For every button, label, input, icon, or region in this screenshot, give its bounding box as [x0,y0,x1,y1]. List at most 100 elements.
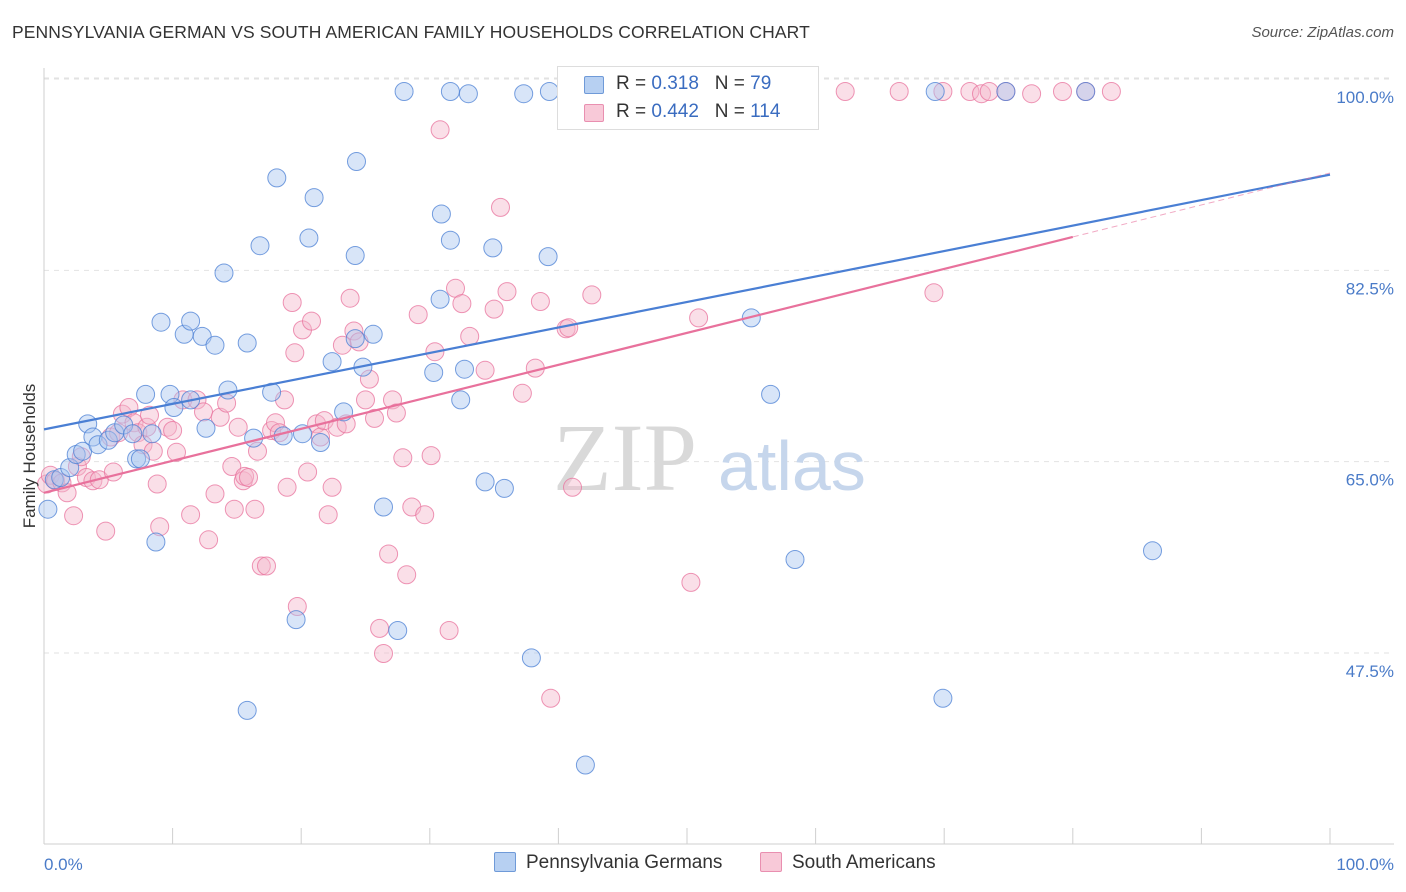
data-point-pennsylvania-germans [785,550,805,569]
data-point-south-americans [311,427,330,447]
data-point-pennsylvania-germans [311,433,330,452]
data-point-pennsylvania-germans [304,188,324,208]
x-tick-label-min: 0.0% [44,855,83,874]
y-tick-label: 47.5% [1346,662,1394,681]
data-point-pennsylvania-germans [123,424,143,444]
data-point-south-americans [421,446,441,466]
data-point-south-americans [103,462,123,482]
data-point-pennsylvania-germans [345,329,365,349]
data-point-south-americans [224,499,244,519]
data-point-pennsylvania-germans [88,435,108,455]
data-point-south-americans [370,618,390,638]
trend-lines [43,172,1331,494]
data-point-south-americans [251,556,271,576]
data-point-south-americans [1022,84,1042,104]
data-point-south-americans [356,390,375,410]
data-point-south-americans [475,360,495,380]
bottom-legend-swatch-pink [760,852,782,872]
source-label: Source: ZipAtlas.com [1251,24,1394,41]
watermark-atlas: atlas [718,427,866,505]
data-point-south-americans [298,462,318,482]
data-point-pennsylvania-germans [514,84,534,104]
trend-line-south-americans-extension [1072,172,1331,238]
y-tick-label: 100.0% [1336,88,1394,107]
legend-r-label: R = [616,101,652,122]
data-point-pennsylvania-germans [218,380,238,400]
data-point-pennsylvania-germans [521,648,541,668]
data-point-pennsylvania-germans [130,449,150,469]
data-point-pennsylvania-germans [575,755,595,775]
watermark-zip: ZIP [553,404,697,511]
data-point-pennsylvania-germans [196,418,216,438]
legend-n-label: N = [714,73,751,94]
data-point-south-americans [64,506,84,526]
data-point-pennsylvania-germans [347,152,366,171]
data-point-south-americans [379,544,399,564]
bottom-legend-label-blue: Pennsylvania Germans [526,852,723,873]
data-point-pennsylvania-germans [761,384,781,404]
data-point-pennsylvania-germans [151,312,171,332]
legend-stats-blue: R = 0.318 N = 79 [616,73,771,95]
data-point-south-americans [386,403,406,423]
data-point-south-americans [150,517,170,537]
data-point-pennsylvania-germans [363,324,383,344]
data-point-pennsylvania-germans [430,289,450,309]
data-point-pennsylvania-germans [345,246,365,265]
data-point-south-americans [541,688,561,708]
trend-line-pennsylvania-germans [43,173,1331,431]
data-point-pennsylvania-germans [286,610,306,630]
y-axis-label: Family Households [20,384,39,529]
data-point-south-americans [205,484,225,504]
data-point-south-americans [282,293,302,312]
data-point-pennsylvania-germans [1143,541,1162,561]
data-point-south-americans [452,294,472,314]
data-point-pennsylvania-germans [451,390,471,410]
data-point-south-americans [979,82,999,101]
data-point-south-americans [835,82,855,101]
stats-legend: R = 0.318 N = 79 R = 0.442 N = 114 [557,66,819,130]
watermark: ZIP atlas [553,404,866,511]
data-point-south-americans [140,405,159,425]
data-point-pennsylvania-germans [440,230,460,250]
y-axis-tick-labels: 47.5% 65.0% 82.5% 100.0% [1336,88,1394,681]
data-point-south-americans [181,505,201,525]
data-point-south-americans [484,299,504,319]
data-point-south-americans [322,477,342,497]
data-point-pennsylvania-germans [996,82,1016,101]
data-point-south-americans [277,477,297,497]
data-point-south-americans [439,621,459,640]
legend-n-value: 114 [750,101,781,122]
x-tick-label-max: 100.0% [1336,855,1394,874]
data-point-pennsylvania-germans [431,204,451,224]
data-point-south-americans [563,477,582,497]
data-point-south-americans [491,197,510,217]
y-tick-label: 65.0% [1346,471,1394,490]
data-point-south-americans [210,407,230,427]
data-point-south-americans [340,288,360,308]
data-point-south-americans [497,282,517,302]
data-point-pennsylvania-germans [38,499,58,519]
data-point-south-americans [344,321,364,341]
data-point-south-americans [393,448,413,468]
data-point-pennsylvania-germans [394,82,414,101]
data-point-south-americans [96,521,116,541]
data-point-pennsylvania-germans [181,311,201,331]
data-point-pennsylvania-germans [322,352,342,372]
data-point-south-americans [415,505,435,525]
chart-title: PENNSYLVANIA GERMAN VS SOUTH AMERICAN FA… [12,22,810,42]
data-point-south-americans [163,421,183,440]
data-point-pennsylvania-germans [538,247,558,267]
data-point-pennsylvania-germans [142,424,162,444]
data-point-south-americans [889,82,909,101]
data-point-pennsylvania-germans [237,700,257,720]
data-point-pennsylvania-germans [136,384,156,404]
legend-swatch-blue [584,76,604,94]
legend-r-value: 0.318 [651,73,699,94]
data-point-south-americans [397,565,417,585]
x-axis-ticks [43,828,1331,844]
data-point-pennsylvania-germans [494,478,514,498]
data-point-south-americans [530,292,550,311]
data-point-pennsylvania-germans [933,688,953,708]
data-point-pennsylvania-germans [205,335,225,355]
data-point-south-americans [239,468,258,487]
